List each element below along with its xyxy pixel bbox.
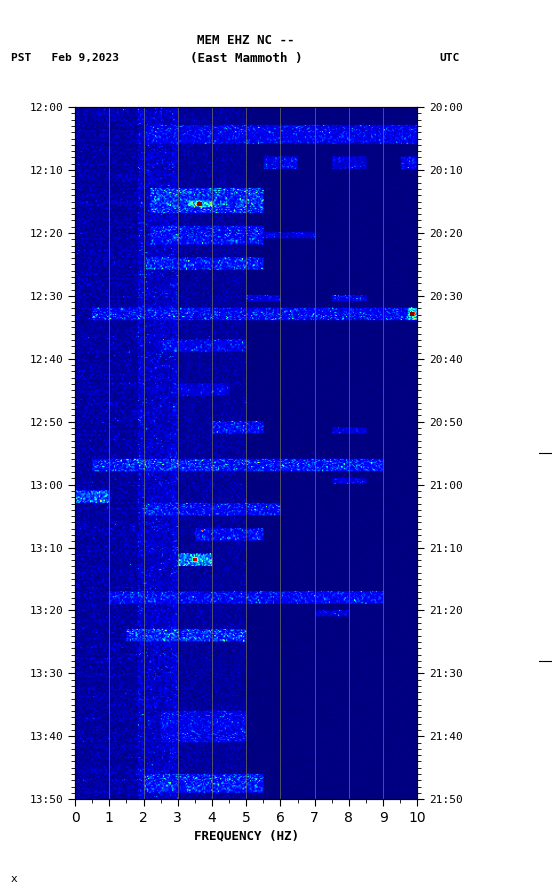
Text: USGS: USGS [12, 14, 38, 25]
Text: PST   Feb 9,2023: PST Feb 9,2023 [11, 53, 119, 63]
Text: UTC: UTC [439, 53, 460, 63]
X-axis label: FREQUENCY (HZ): FREQUENCY (HZ) [194, 830, 299, 842]
Text: ≡: ≡ [8, 13, 20, 27]
Text: x: x [11, 874, 18, 884]
Text: MEM EHZ NC --: MEM EHZ NC -- [198, 34, 295, 46]
Text: (East Mammoth ): (East Mammoth ) [190, 52, 302, 64]
